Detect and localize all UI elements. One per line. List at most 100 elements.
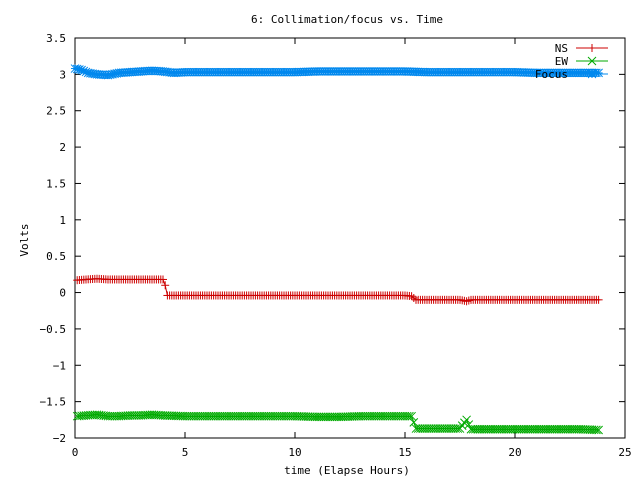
data-point-ew — [174, 411, 183, 421]
data-point-ew — [361, 411, 370, 421]
data-point-ew — [521, 424, 531, 434]
data-point-ew — [347, 412, 357, 421]
data-point-ew — [165, 411, 174, 421]
y-tick-label: −1 — [53, 359, 66, 372]
data-point-ew — [279, 411, 289, 421]
data-point-ew — [231, 411, 240, 421]
data-point-ew — [570, 424, 579, 434]
data-point-ew — [567, 424, 577, 434]
data-point-ew — [169, 411, 179, 421]
data-point-ew — [108, 411, 117, 421]
data-point-ew — [90, 410, 100, 420]
data-point-ew — [105, 411, 115, 421]
data-point-ew — [224, 411, 234, 421]
y-tick-label: 2 — [59, 141, 66, 154]
data-point-ew — [134, 411, 144, 420]
y-tick-label: 0.5 — [46, 250, 66, 263]
data-point-ew — [372, 411, 381, 421]
data-point-ew — [297, 412, 306, 421]
x-tick-label: 10 — [288, 446, 301, 459]
data-point-ew — [539, 424, 548, 434]
data-point-ew — [110, 411, 119, 421]
data-point-ew — [559, 424, 568, 434]
data-point-ew — [589, 425, 599, 435]
data-point-ew — [270, 411, 280, 421]
data-point-ew — [363, 411, 372, 421]
data-point-ew — [411, 424, 421, 433]
data-point-ew — [242, 411, 251, 421]
data-point-ew — [541, 424, 551, 434]
data-point-ew — [312, 412, 322, 422]
data-point-ew — [257, 411, 267, 421]
data-point-ew — [446, 424, 456, 433]
data-point-ew — [550, 424, 559, 434]
data-point-ew — [510, 424, 520, 434]
data-point-ew — [233, 411, 243, 421]
data-point-ew — [321, 412, 331, 422]
data-point-ew — [587, 425, 597, 435]
data-point-ew — [367, 411, 377, 421]
data-point-ew — [389, 411, 399, 421]
data-point-ew — [145, 410, 155, 420]
data-point-ew — [209, 411, 218, 421]
y-tick-label: 3.5 — [46, 32, 66, 45]
series-focus — [70, 64, 603, 80]
data-point-ew — [325, 412, 335, 422]
legend-marker-ns — [588, 44, 596, 52]
data-point-ew — [218, 411, 227, 421]
data-point-ew — [438, 424, 447, 433]
data-point-ew — [369, 411, 379, 421]
data-point-ew — [268, 411, 278, 421]
data-point-ew — [273, 411, 282, 421]
data-point-ew — [552, 424, 562, 434]
data-point-ew — [314, 412, 324, 422]
data-point-ew — [301, 412, 311, 421]
data-point-ew — [413, 424, 423, 433]
data-point-ew — [319, 412, 328, 422]
data-point-ew — [306, 412, 315, 422]
data-point-ew — [336, 412, 346, 422]
data-point-ew — [506, 424, 515, 434]
data-point-ew — [424, 424, 434, 433]
legend-label-focus: Focus — [535, 68, 568, 81]
data-point-ew — [222, 411, 232, 421]
data-point-ew — [594, 425, 603, 435]
x-tick-label: 20 — [508, 446, 521, 459]
data-point-ew — [343, 412, 353, 421]
data-point-ew — [275, 411, 284, 421]
legend-label-ns: NS — [555, 42, 568, 55]
y-tick-label: −0.5 — [40, 323, 67, 336]
data-point-ew — [561, 424, 570, 434]
data-point-ew — [253, 411, 262, 421]
data-point-ew — [198, 411, 207, 421]
data-point-ew — [583, 425, 592, 434]
data-point-ew — [508, 424, 518, 434]
y-tick-label: −1.5 — [40, 396, 67, 409]
chart-title: 6: Collimation/focus vs. Time — [251, 13, 443, 26]
data-point-ew — [563, 424, 573, 434]
data-point-ew — [473, 424, 482, 434]
data-point-ew — [484, 424, 493, 434]
data-point-ew — [237, 411, 247, 421]
data-point-ew — [158, 411, 168, 420]
data-point-ew — [407, 411, 416, 421]
x-tick-label: 0 — [72, 446, 79, 459]
data-point-ew — [431, 424, 441, 433]
legend-item-ns: NS — [555, 42, 608, 55]
data-point-ew — [376, 411, 386, 421]
data-point-ew — [207, 411, 216, 421]
data-point-ew — [220, 411, 229, 421]
data-point-ew — [398, 411, 408, 421]
data-point-ew — [497, 424, 507, 434]
data-point-ew — [565, 424, 575, 434]
data-point-ew — [383, 411, 392, 421]
data-point-ew — [185, 411, 194, 421]
data-point-ew — [475, 424, 485, 434]
x-tick-label: 25 — [618, 446, 631, 459]
data-point-ew — [193, 411, 203, 421]
data-point-ew — [486, 424, 496, 434]
data-point-ew — [156, 410, 166, 420]
data-point-ew — [512, 424, 522, 434]
